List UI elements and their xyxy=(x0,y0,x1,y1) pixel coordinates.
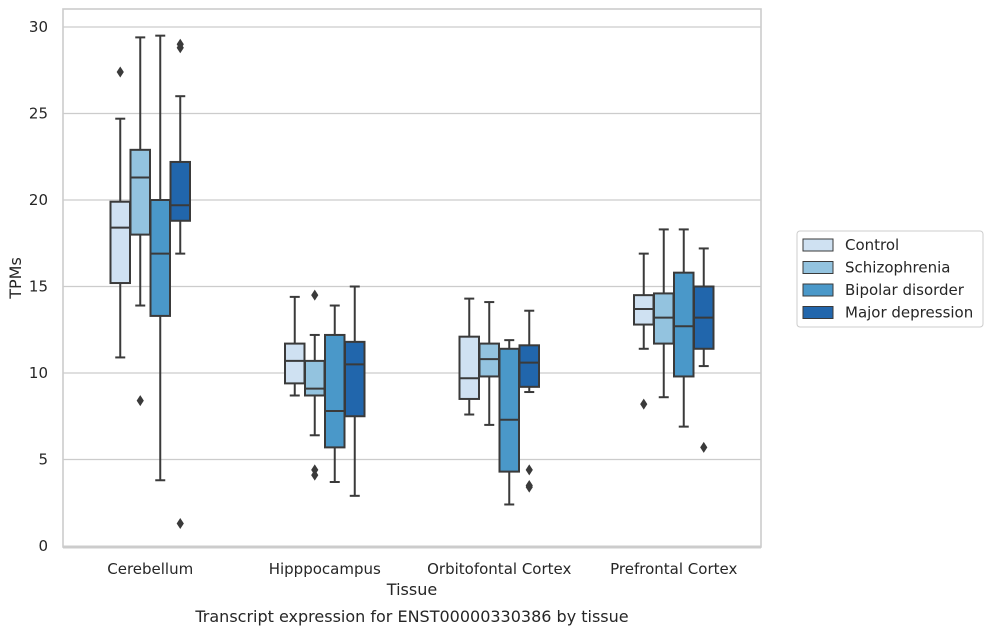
outlier-point xyxy=(176,518,184,530)
box xyxy=(304,359,326,397)
y-axis-ticks: 0 5 10 15 20 25 30 xyxy=(29,18,48,555)
box-group xyxy=(284,295,306,397)
legend-swatch xyxy=(802,306,834,319)
box xyxy=(458,335,480,400)
box xyxy=(284,342,306,385)
legend-swatch xyxy=(802,238,834,252)
x-tick-label: Hipppocampus xyxy=(269,560,381,578)
legend-label: Bipolar disorder xyxy=(845,281,965,299)
x-axis-label: Tissue xyxy=(386,580,437,599)
y-tick-label: 0 xyxy=(38,537,48,555)
outlier-point xyxy=(525,464,533,476)
box-group xyxy=(693,247,715,453)
box xyxy=(673,271,695,378)
y-tick-label: 5 xyxy=(38,451,48,469)
legend-label: Control xyxy=(845,236,899,254)
box-group xyxy=(304,289,326,481)
y-tick-label: 15 xyxy=(29,278,48,296)
outlier-point xyxy=(311,469,319,481)
chart-caption: Transcript expression for ENST0000033038… xyxy=(194,607,628,626)
box xyxy=(498,347,520,473)
x-tick-label: Orbitofontal Cortex xyxy=(427,560,571,578)
y-tick-label: 10 xyxy=(29,364,48,382)
box-group xyxy=(109,66,131,359)
legend: Control Schizophrenia Bipolar disorder Majo… xyxy=(796,230,984,328)
legend-label: Schizophrenia xyxy=(845,259,950,277)
box-group xyxy=(458,297,480,416)
box-group xyxy=(478,301,500,426)
box-group xyxy=(129,36,151,407)
legend-label: Major depression xyxy=(845,304,973,322)
box-group xyxy=(344,285,366,497)
box xyxy=(149,199,171,317)
box xyxy=(109,200,131,285)
y-tick-label: 20 xyxy=(29,191,48,209)
y-tick-label: 30 xyxy=(29,18,48,36)
box-group xyxy=(498,339,520,506)
y-axis-label: TPMs xyxy=(6,257,25,300)
outlier-point xyxy=(525,481,533,493)
box xyxy=(169,160,191,222)
legend-frame xyxy=(796,230,984,328)
box xyxy=(344,340,366,418)
outlier-point xyxy=(700,441,708,453)
outlier-point xyxy=(640,398,648,410)
x-tick-label: Cerebellum xyxy=(107,560,193,578)
legend-swatch xyxy=(802,261,834,274)
outlier-point xyxy=(116,66,124,78)
outlier-point xyxy=(136,395,144,407)
outlier-point xyxy=(176,42,184,54)
x-tick-label: Prefrontal Cortex xyxy=(610,560,737,578)
box xyxy=(518,344,540,388)
box xyxy=(324,333,346,449)
box-groups xyxy=(109,34,715,530)
y-tick-label: 25 xyxy=(29,105,48,123)
outlier-point xyxy=(311,289,319,301)
box-group xyxy=(633,252,655,410)
box-group xyxy=(169,38,191,530)
x-axis-ticks: Cerebellum Hipppocampus Orbitofontal Corte… xyxy=(107,560,737,578)
legend-swatch xyxy=(802,283,834,297)
box xyxy=(129,148,151,236)
box-group xyxy=(149,34,171,482)
box-group xyxy=(518,309,540,493)
